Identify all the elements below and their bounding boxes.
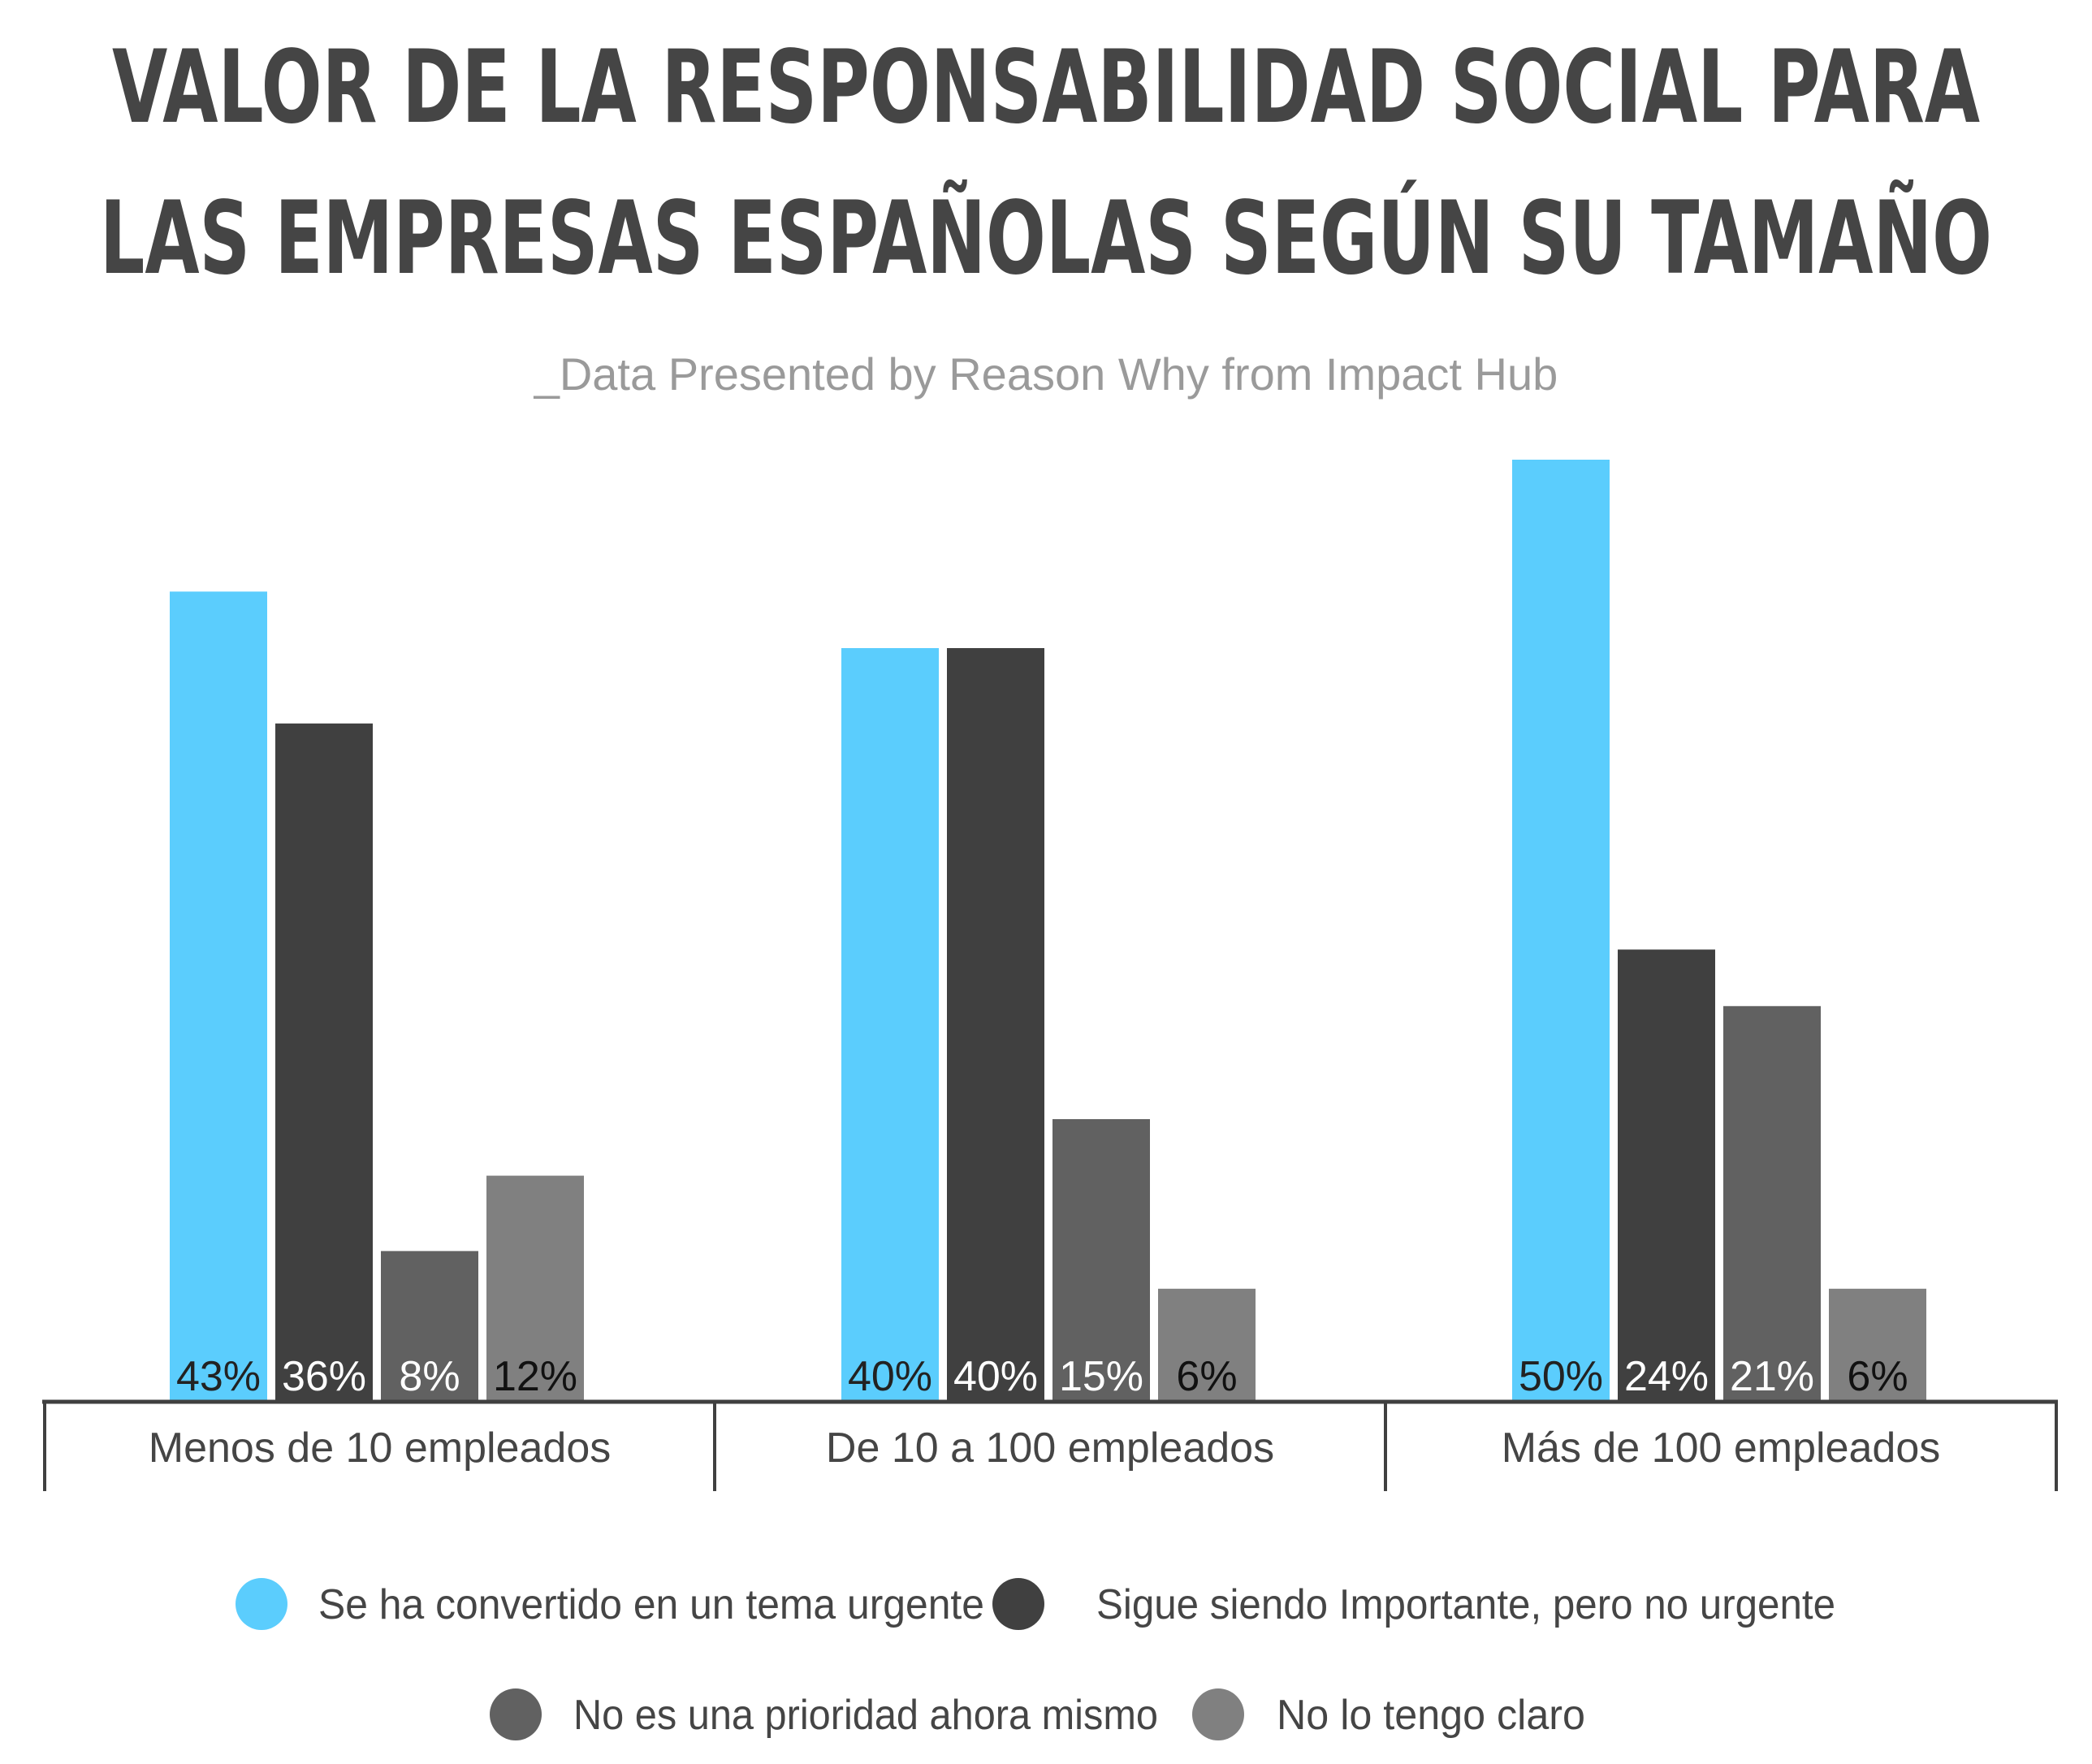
legend-swatch — [992, 1578, 1044, 1630]
legend-label: Se ha convertido en un tema urgente — [318, 1581, 984, 1628]
bar-2-cat-1 — [275, 723, 373, 1402]
bar-value-label: 40% — [953, 1353, 1038, 1400]
bar-value-label: 12% — [493, 1353, 577, 1400]
bar-1-cat-1 — [170, 591, 267, 1402]
x-axis: Menos de 10 empleados De 10 a 100 emplead… — [42, 1399, 2058, 1491]
bar-value-label: 21% — [1730, 1353, 1814, 1400]
bar-3-cat-2 — [1052, 1119, 1150, 1402]
chart-title-line-2: LAS EMPRESAS ESPAÑOLAS SEGÚN SU TAMAÑO — [100, 179, 1992, 297]
bar-4-cat-1 — [486, 1175, 584, 1402]
x-tick-label: Menos de 10 empleados — [149, 1425, 612, 1472]
bar-3-cat-1 — [381, 1251, 478, 1402]
bars-layer: 43% 36% 8% 12% 40% 40% 15% 6% 50% 24% 21% 6% — [170, 460, 1926, 1402]
bar-value-label: 43% — [176, 1353, 261, 1400]
x-tick-label: De 10 a 100 empleados — [826, 1425, 1274, 1472]
bar-value-label: 50% — [1519, 1353, 1603, 1400]
legend-label: No lo tengo claro — [1277, 1692, 1585, 1739]
chart-title-line-1: VALOR DE LA RESPONSABILIDAD SOCIAL PARA — [112, 29, 1980, 146]
bar-value-label: 15% — [1059, 1353, 1143, 1400]
legend-swatch — [236, 1578, 287, 1630]
bar-1-cat-3 — [1512, 460, 1610, 1402]
bar-4-cat-2 — [1158, 1288, 1256, 1402]
chart-subtitle: _Data Presented by Reason Why from Impac… — [534, 348, 1558, 400]
bar-value-label: 24% — [1624, 1353, 1709, 1400]
bar-1-cat-2 — [841, 648, 939, 1402]
bar-value-label: 6% — [1176, 1353, 1237, 1400]
bar-2-cat-3 — [1618, 949, 1715, 1402]
bar-3-cat-3 — [1723, 1005, 1821, 1402]
x-tick-label: Más de 100 empleados — [1502, 1425, 1941, 1472]
bar-value-label: 6% — [1847, 1353, 1908, 1400]
bar-value-label: 8% — [399, 1353, 460, 1400]
bar-value-label: 36% — [282, 1353, 366, 1400]
legend-label: Sigue siendo Importante, pero no urgente — [1096, 1581, 1835, 1628]
legend-swatch — [490, 1688, 542, 1740]
legend: Se ha convertido en un tema urgente Sigue… — [236, 1578, 1835, 1740]
bar-value-label: 40% — [848, 1353, 932, 1400]
bar-4-cat-3 — [1829, 1288, 1926, 1402]
bar-2-cat-2 — [947, 648, 1044, 1402]
legend-label: No es una prioridad ahora mismo — [573, 1692, 1158, 1739]
legend-swatch — [1192, 1688, 1244, 1740]
